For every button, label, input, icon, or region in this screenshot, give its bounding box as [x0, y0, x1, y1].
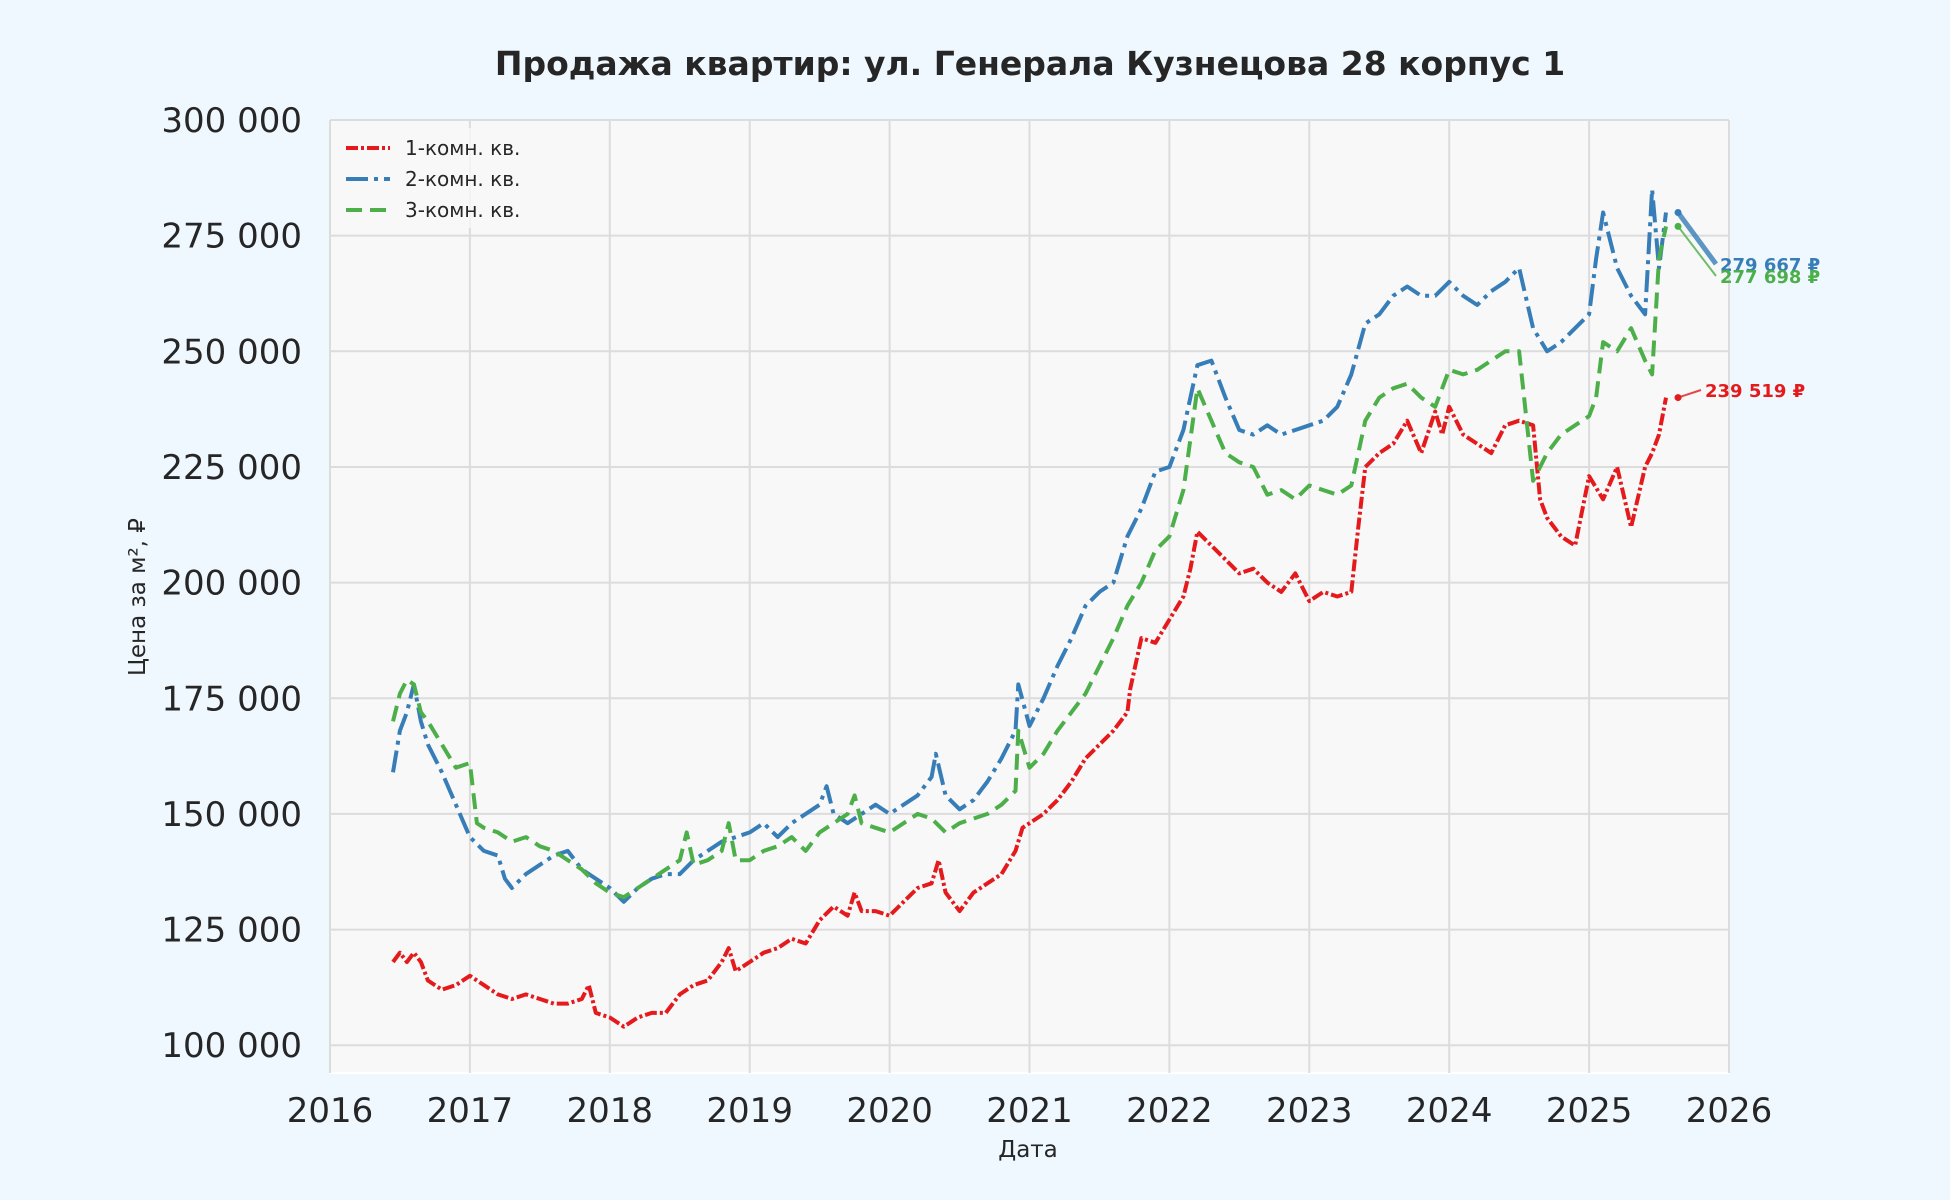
annotation-arrowhead — [1674, 394, 1682, 402]
legend-label: 1-комн. кв. — [405, 136, 520, 160]
series-line-2 — [391, 187, 1668, 904]
legend: 1-комн. кв. 2-комн. кв. 3-комн. кв. — [338, 128, 548, 228]
x-tick-label: 2022 — [1126, 1091, 1213, 1131]
x-tick-label: 2021 — [986, 1091, 1073, 1131]
x-axis-label: Дата — [998, 1137, 1058, 1163]
y-tick-label: 150 000 — [161, 795, 302, 835]
end-value-label: 277 698 ₽ — [1720, 267, 1820, 288]
annotation-arrow — [1677, 225, 1717, 277]
grid — [329, 119, 1730, 1073]
annotation-arrow — [1677, 389, 1702, 399]
legend-label: 3-комн. кв. — [405, 198, 520, 222]
series-line-3 — [391, 225, 1668, 900]
x-tick-label: 2023 — [1266, 1091, 1353, 1131]
legend-label: 2-комн. кв. — [405, 167, 520, 191]
y-tick-label: 100 000 — [161, 1026, 302, 1066]
x-tick-label: 2024 — [1406, 1091, 1493, 1131]
x-tick-label: 2020 — [846, 1091, 933, 1131]
y-tick-label: 125 000 — [161, 911, 302, 951]
series-line-1 — [391, 397, 1668, 1029]
annotation-arrowhead — [1674, 209, 1682, 217]
chart-title: Продажа квартир: ул. Генерала Кузнецова … — [495, 44, 1565, 83]
end-value-label: 239 519 ₽ — [1705, 381, 1805, 402]
series-layer — [391, 187, 1668, 1029]
y-tick-label: 200 000 — [161, 564, 302, 604]
x-tick-label: 2017 — [427, 1091, 514, 1131]
y-tick-label: 175 000 — [161, 679, 302, 719]
x-tick-label: 2025 — [1546, 1091, 1633, 1131]
x-tick-label: 2016 — [287, 1091, 374, 1131]
y-tick-label: 275 000 — [161, 217, 302, 257]
axis-ticks: 2016 2017 2018 2019 2020 2021 2022 2023 2024 2025… — [161, 101, 1772, 1131]
y-tick-label: 225 000 — [161, 448, 302, 488]
annotation-arrow — [1676, 211, 1719, 266]
x-tick-label: 2019 — [706, 1091, 793, 1131]
end-value-label: 279 667 ₽ — [1720, 255, 1820, 276]
x-tick-label: 2018 — [567, 1091, 654, 1131]
end-value-annotations: 239 519 ₽ 279 667 ₽277 698 ₽ — [1674, 209, 1820, 402]
annotation-arrowhead — [1674, 222, 1682, 230]
y-axis-label: Цена за м², ₽ — [125, 518, 151, 676]
x-tick-label: 2026 — [1686, 1091, 1773, 1131]
y-tick-label: 250 000 — [161, 332, 302, 372]
y-tick-label: 300 000 — [161, 101, 302, 141]
